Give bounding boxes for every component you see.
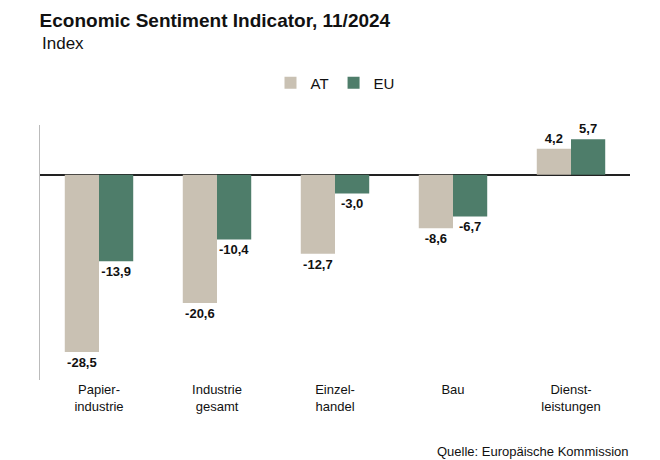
svg-text:-13,9: -13,9 xyxy=(101,264,131,279)
svg-text:-10,4: -10,4 xyxy=(219,242,249,257)
svg-text:EU: EU xyxy=(374,75,395,92)
svg-text:Quelle: Europäische Kommission: Quelle: Europäische Kommission xyxy=(437,444,628,459)
svg-text:4,2: 4,2 xyxy=(545,131,563,146)
svg-text:Index: Index xyxy=(42,34,84,53)
svg-text:-12,7: -12,7 xyxy=(303,257,333,272)
svg-text:-3,0: -3,0 xyxy=(341,196,363,211)
svg-text:Dienst-leistungen: Dienst-leistungen xyxy=(541,382,600,414)
svg-text:Einzel-handel: Einzel-handel xyxy=(315,382,355,414)
svg-text:Industriegesamt: Industriegesamt xyxy=(192,382,242,414)
svg-text:Bau: Bau xyxy=(441,382,464,397)
svg-text:-8,6: -8,6 xyxy=(425,231,447,246)
svg-text:5,7: 5,7 xyxy=(579,121,597,136)
svg-text:Papier-industrie: Papier-industrie xyxy=(74,382,123,414)
svg-text:AT: AT xyxy=(311,75,329,92)
svg-text:-6,7: -6,7 xyxy=(459,219,481,234)
svg-text:-28,5: -28,5 xyxy=(67,355,97,370)
svg-text:Economic Sentiment Indicator,: Economic Sentiment Indicator, 11/2024 xyxy=(40,10,391,31)
svg-text:-20,6: -20,6 xyxy=(185,306,215,321)
